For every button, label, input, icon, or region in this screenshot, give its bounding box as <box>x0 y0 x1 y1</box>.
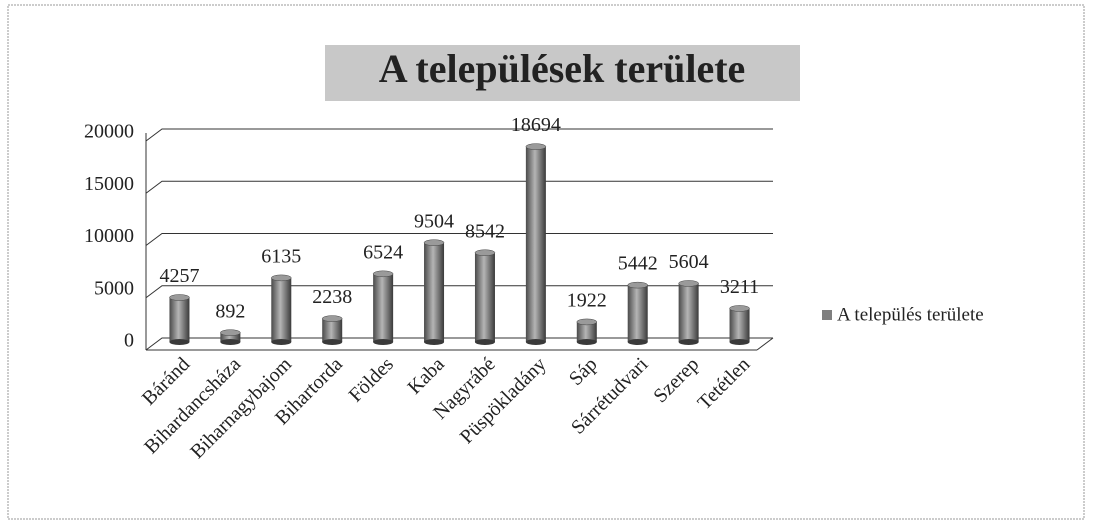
bar-cap <box>169 294 190 301</box>
y-tick-label: 15000 <box>84 173 134 195</box>
bar <box>525 146 546 342</box>
grid-line <box>145 285 773 299</box>
data-label: 6135 <box>261 245 301 267</box>
y-tick-label: 10000 <box>84 225 134 247</box>
bar <box>678 283 699 342</box>
bar <box>474 252 495 342</box>
bar-base <box>424 339 445 345</box>
title-background <box>325 45 800 101</box>
grid-line <box>145 233 773 246</box>
bar-cap <box>576 318 598 326</box>
bar-cap <box>271 274 292 282</box>
bar-cap <box>423 239 445 246</box>
bar-base <box>729 339 750 345</box>
grid-line <box>145 180 773 194</box>
bar-base <box>373 339 394 345</box>
y-tick-label: 20000 <box>84 121 134 143</box>
data-label: 6524 <box>363 241 403 263</box>
bar-cap <box>372 270 394 278</box>
grid-line <box>145 128 773 142</box>
floor-edge <box>756 337 774 351</box>
y-tick-label: 5000 <box>94 277 134 299</box>
bar-base <box>322 339 343 345</box>
bar <box>729 308 750 342</box>
bar-base <box>220 339 241 345</box>
bar-base <box>576 339 597 345</box>
data-label: 1922 <box>567 290 607 312</box>
data-label: 5604 <box>669 251 709 273</box>
bar <box>576 321 597 342</box>
legend-swatch <box>822 310 832 320</box>
bar <box>271 277 292 342</box>
data-label: 892 <box>215 300 245 322</box>
data-label: 8542 <box>465 220 505 242</box>
bar <box>169 297 190 342</box>
data-label: 3211 <box>720 276 759 298</box>
data-label: 4257 <box>159 265 199 287</box>
bar-base <box>525 339 546 345</box>
bar <box>220 332 241 342</box>
bar-cap <box>627 281 648 289</box>
bar <box>424 242 445 342</box>
bar <box>322 318 343 342</box>
grid-line <box>145 337 773 351</box>
data-label: 5442 <box>618 253 658 275</box>
bar-cap <box>678 280 699 287</box>
bar-cap <box>321 315 343 322</box>
bar <box>627 285 648 342</box>
bar-cap <box>220 329 241 336</box>
y-tick-label: 0 <box>124 330 134 352</box>
bar <box>373 273 394 342</box>
data-label: 9504 <box>414 210 454 232</box>
legend-label: A település területe <box>837 304 984 325</box>
bar-cap <box>474 249 496 256</box>
bar-base <box>169 339 190 345</box>
bar-cap <box>525 143 547 150</box>
data-label: 18694 <box>511 114 561 136</box>
bar-base <box>678 339 699 345</box>
bar-base <box>271 339 292 345</box>
bar-base <box>627 339 648 345</box>
chart-title: A települések területe <box>379 46 746 91</box>
bar-cap <box>729 305 750 312</box>
data-label: 2238 <box>312 286 352 308</box>
bar-base <box>474 339 495 345</box>
